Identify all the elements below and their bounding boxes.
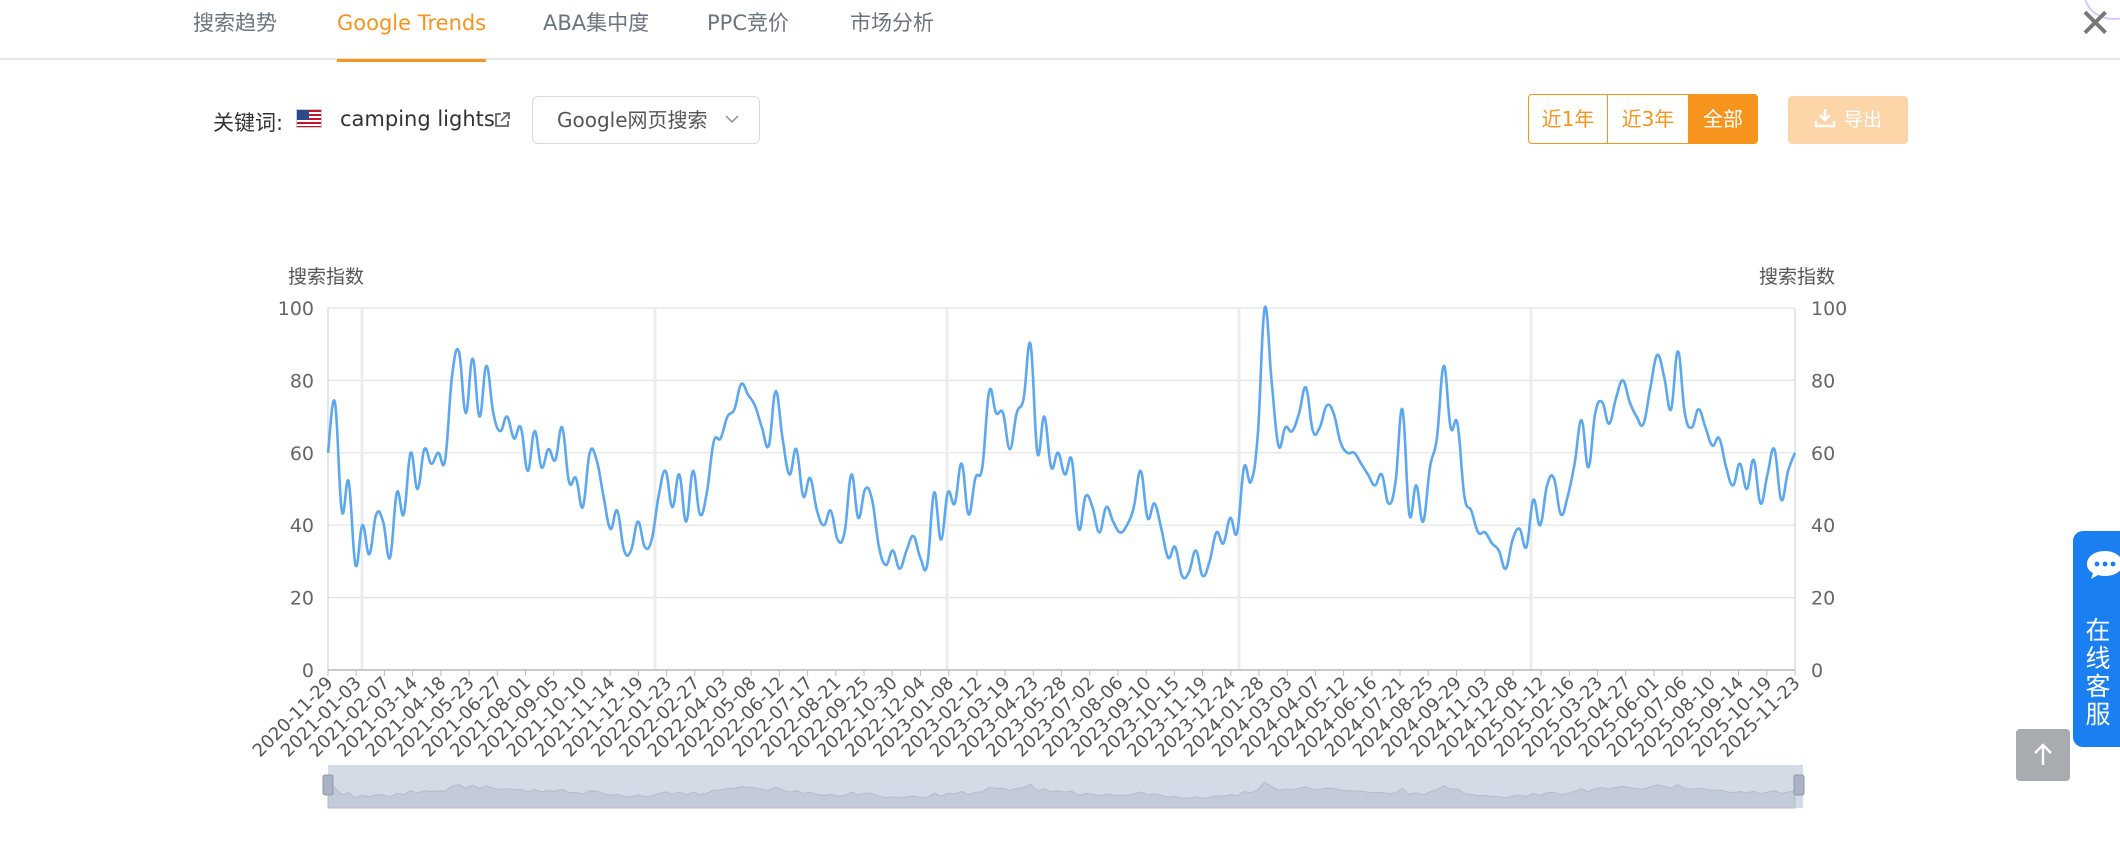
close-icon[interactable]: ✕: [2078, 1, 2112, 47]
export-label: 导出: [1843, 109, 1882, 131]
series-line: [326, 305, 1797, 580]
y-tick-left-0: 0: [302, 660, 314, 682]
y-tick-right-60: 60: [1811, 443, 1835, 465]
keyword-label: 关键词:: [213, 111, 284, 135]
chat-bubble-icon: [2087, 551, 2120, 579]
keyword-value: camping lights: [340, 107, 495, 131]
tab-aba-concentration[interactable]: ABA集中度: [543, 11, 650, 35]
chevron-down-icon: [725, 115, 739, 124]
y-tick-left-60: 60: [290, 443, 314, 465]
top-tab-bar: 搜索趋势 Google Trends ABA集中度 PPC竞价 市场分析 ✕: [0, 0, 2120, 62]
y-tick-left-80: 80: [290, 370, 314, 392]
y-axis-title-left: 搜索指数: [288, 266, 365, 288]
y-tick-right-100: 100: [1811, 298, 1847, 320]
range-all-button[interactable]: 全部: [1688, 94, 1758, 144]
y-tick-left-40: 40: [290, 515, 314, 537]
tab-ppc-bidding[interactable]: PPC竞价: [707, 11, 789, 35]
y-tick-left-100: 100: [278, 298, 314, 320]
online-service-button[interactable]: 在线客服: [2073, 531, 2120, 747]
y-tick-right-40: 40: [1811, 515, 1835, 537]
external-link-icon[interactable]: [492, 110, 512, 130]
y-axis-title-right: 搜索指数: [1759, 266, 1836, 288]
tab-search-trends[interactable]: 搜索趋势: [193, 11, 277, 35]
tab-market-analysis[interactable]: 市场分析: [850, 11, 934, 35]
y-tick-left-20: 20: [290, 588, 314, 610]
arrow-up-icon: [2034, 743, 2052, 765]
y-tick-right-80: 80: [1811, 370, 1835, 392]
zoom-slider-preview: [327, 781, 1796, 809]
search-type-value: Google网页搜索: [557, 108, 708, 132]
tab-google-trends[interactable]: Google Trends: [337, 8, 487, 62]
us-flag-icon: [296, 109, 322, 128]
zoom-handle-right[interactable]: [1793, 774, 1805, 796]
y-tick-right-0: 0: [1811, 660, 1823, 682]
export-button[interactable]: 导出: [1788, 96, 1908, 144]
search-type-select[interactable]: Google网页搜索: [532, 96, 760, 144]
download-icon: [1814, 109, 1836, 128]
zoom-handle-left[interactable]: [322, 774, 334, 796]
back-to-top-button[interactable]: [2016, 729, 2070, 781]
y-tick-right-20: 20: [1811, 588, 1835, 610]
range-3-year-button[interactable]: 近3年: [1607, 94, 1689, 144]
online-service-label: 在线客服: [2085, 616, 2111, 729]
range-1-year-button[interactable]: 近1年: [1528, 94, 1608, 144]
